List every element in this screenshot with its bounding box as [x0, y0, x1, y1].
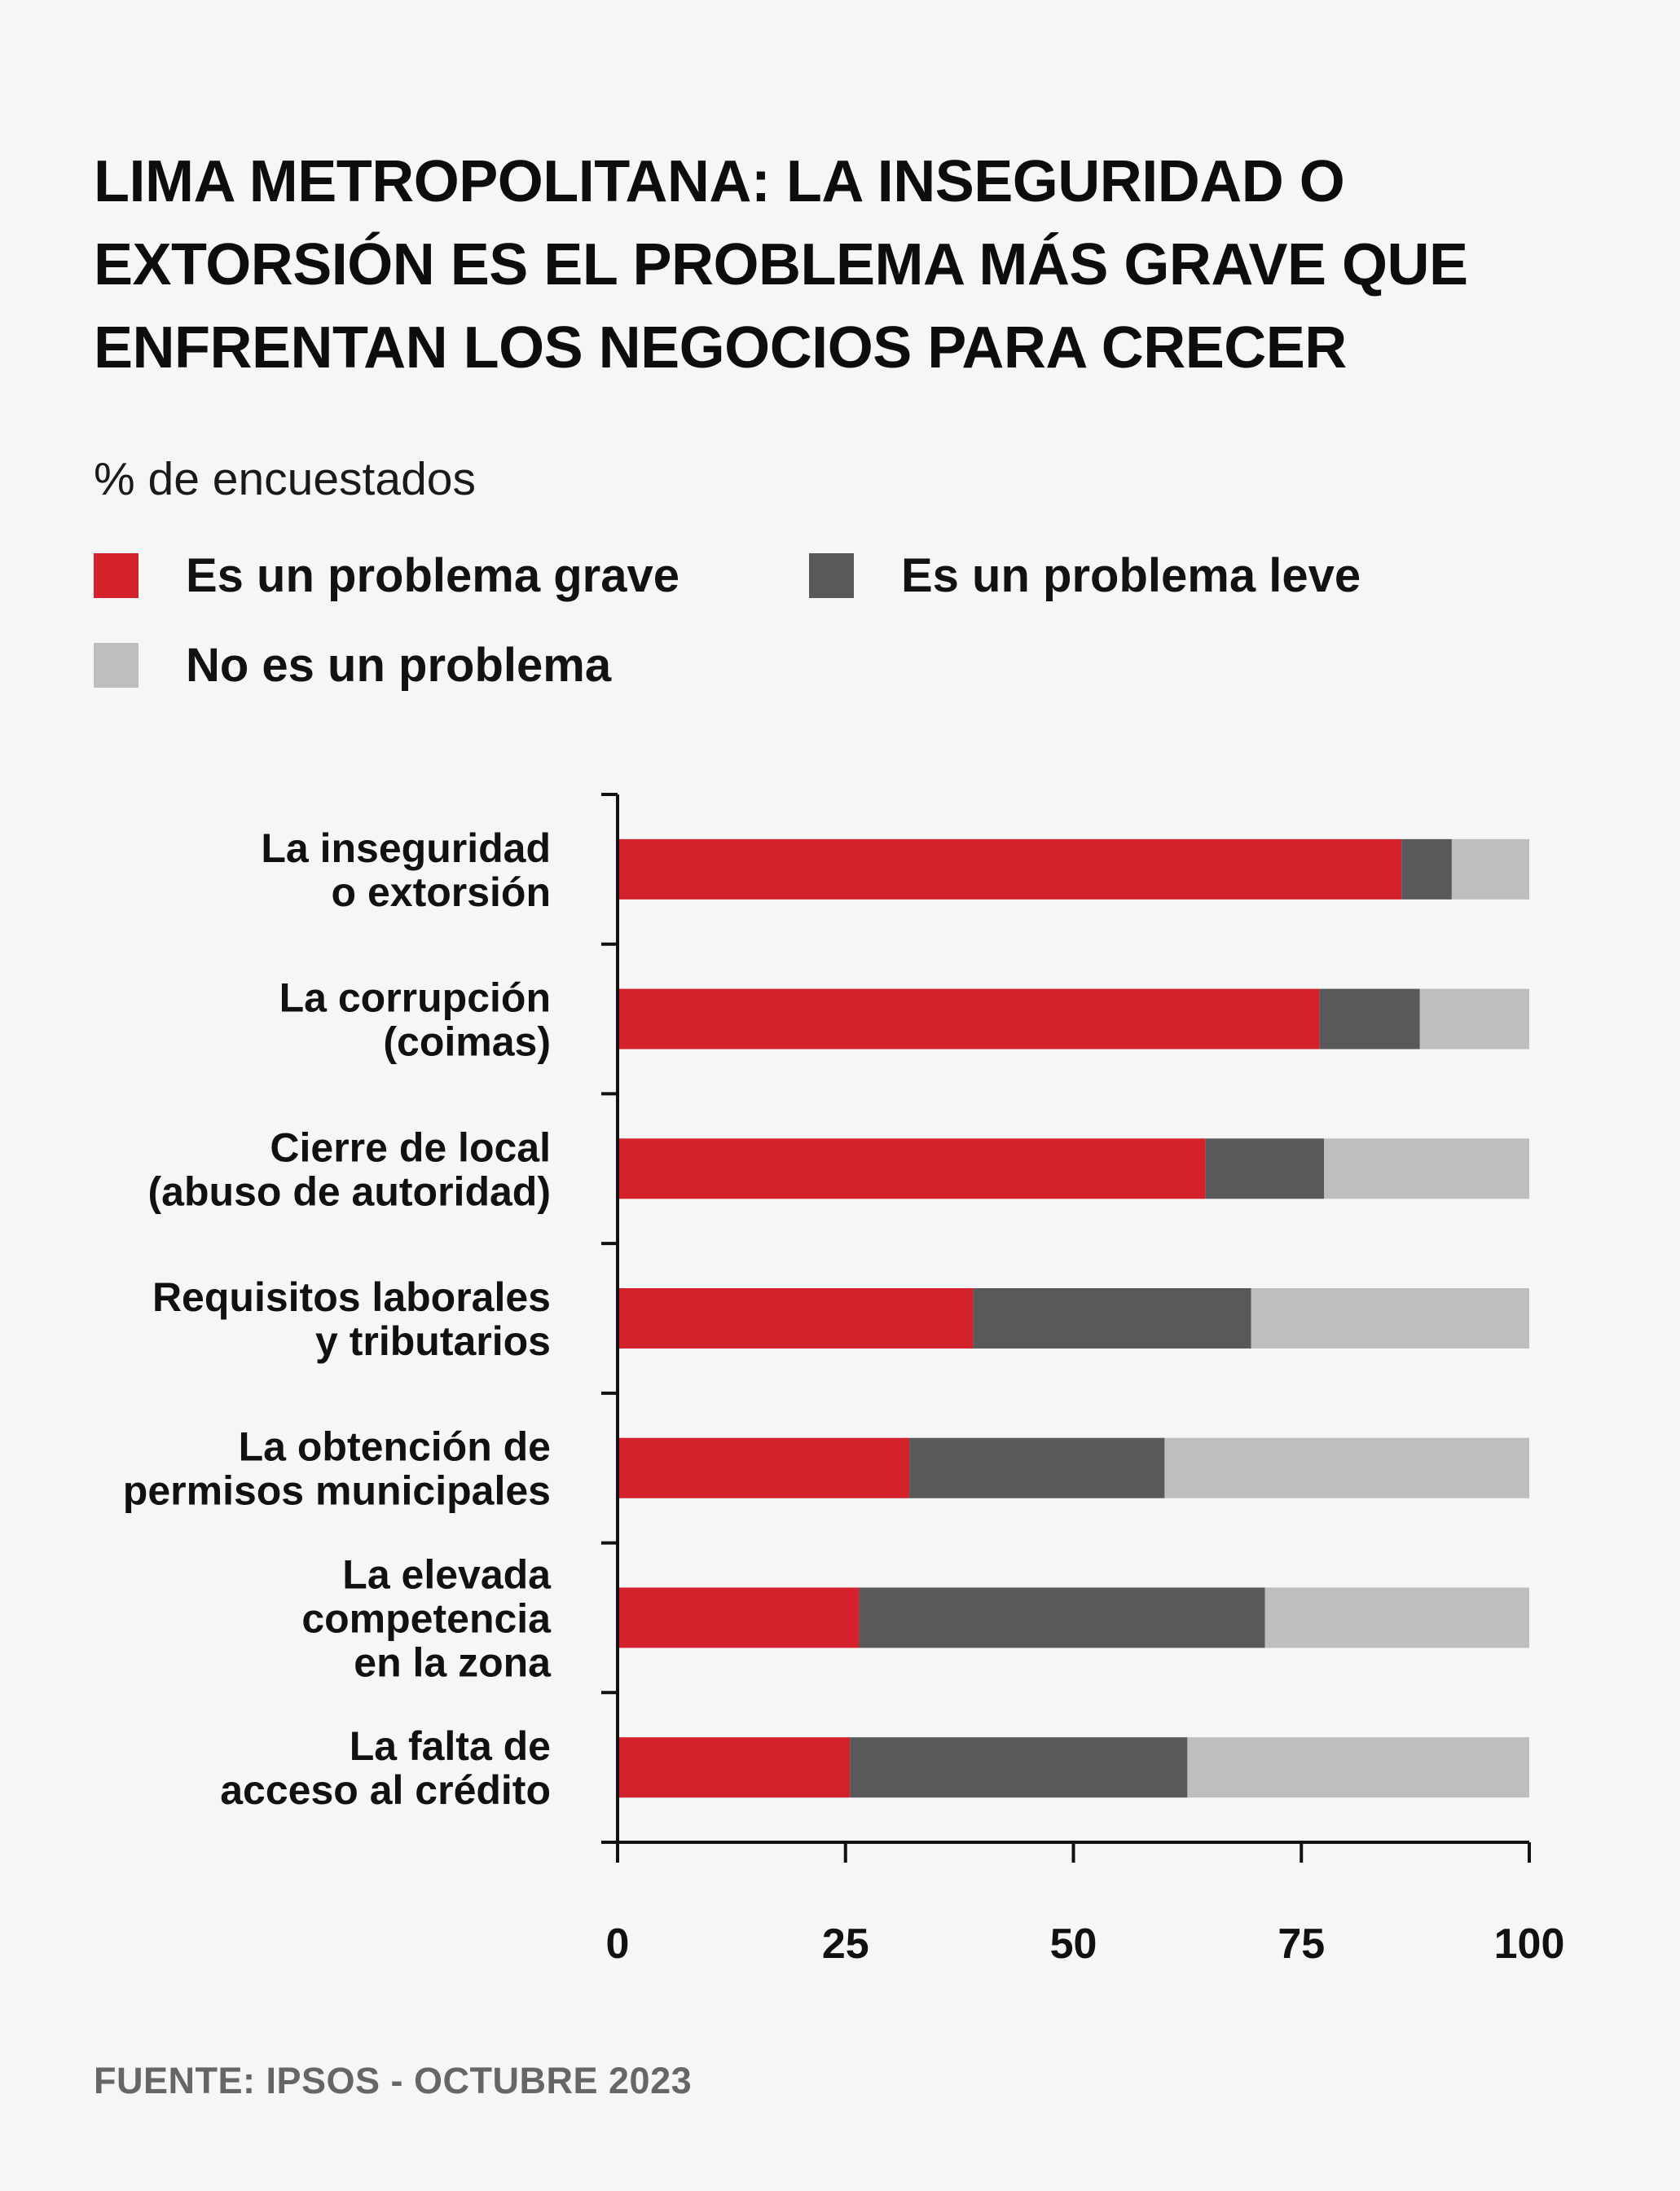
category-label-7-line-2: acceso al crédito	[220, 1767, 551, 1813]
category-label-3-line-2: (abuso de autoridad)	[148, 1168, 551, 1214]
x-tick-label-2: 25	[822, 1920, 869, 1968]
chart-title-line-1: LIMA METROPOLITANA: LA INSEGURIDAD O	[94, 149, 1345, 214]
category-label-1: La inseguridad o extorsión	[261, 825, 551, 915]
x-tick-label-1: 0	[606, 1920, 630, 1968]
bar-segment-3-row-3	[1324, 1138, 1529, 1199]
category-label-3-line-1: Cierre de local	[270, 1124, 551, 1170]
bar-segment-2-row-6	[859, 1587, 1265, 1648]
bar-segment-2-row-2	[1319, 988, 1420, 1049]
chart-title-line-2: EXTORSIÓN ES EL PROBLEMA MÁS GRAVE QUE	[94, 232, 1468, 297]
bar-segment-3-row-2	[1419, 988, 1529, 1049]
bar-segment-2-row-5	[909, 1437, 1165, 1498]
category-label-6-line-1: La elevada	[342, 1551, 552, 1597]
legend-item-leve: Es un problema leve	[809, 548, 1361, 603]
bar-segment-2-row-7	[850, 1737, 1188, 1798]
category-label-2-line-1: La corrupción	[279, 975, 551, 1021]
category-label-5: La obtención de permisos municipales	[123, 1424, 551, 1514]
legend-swatch-no-problema	[94, 643, 139, 688]
bar-segment-2-row-3	[1205, 1138, 1325, 1199]
bar-segment-2-row-4	[973, 1288, 1251, 1348]
category-label-4: Requisitos laborales y tributarios	[152, 1274, 551, 1364]
x-tick-label-3: 50	[1050, 1920, 1097, 1968]
bar-segment-3-row-6	[1264, 1587, 1529, 1648]
legend-label-grave: Es un problema grave	[186, 549, 679, 602]
source-note: FUENTE: IPSOS - OCTUBRE 2023	[94, 2060, 693, 2101]
category-label-1-line-2: o extorsión	[332, 869, 551, 915]
bar-segment-1-row-5	[618, 1437, 910, 1498]
category-label-5-line-1: La obtención de	[239, 1424, 551, 1470]
chart-subtitle: % de encuestados	[94, 453, 476, 505]
bar-segment-1-row-2	[618, 988, 1320, 1049]
category-label-4-line-2: y tributarios	[315, 1318, 551, 1364]
bar-segment-1-row-4	[618, 1288, 974, 1348]
category-label-1-line-1: La inseguridad	[261, 825, 551, 871]
bar-segment-1-row-3	[618, 1138, 1206, 1199]
legend-swatch-grave	[94, 553, 139, 598]
bar-segment-3-row-7	[1187, 1737, 1529, 1798]
category-label-6-line-3: en la zona	[354, 1639, 552, 1685]
chart-title-line-3: ENFRENTAN LOS NEGOCIOS PARA CRECER	[94, 315, 1347, 381]
legend-item-no-problema: No es un problema	[94, 638, 611, 693]
bar-segment-1-row-1	[618, 838, 1402, 900]
bar-segment-1-row-6	[618, 1587, 860, 1648]
category-label-5-line-2: permisos municipales	[123, 1468, 551, 1514]
bar-segment-3-row-1	[1451, 838, 1529, 900]
legend-item-grave: Es un problema grave	[94, 548, 679, 603]
x-tick-label-4: 75	[1278, 1920, 1325, 1968]
category-label-6-line-2: competencia	[301, 1595, 552, 1641]
bar-segment-2-row-1	[1401, 838, 1452, 900]
legend-label-no-problema: No es un problema	[186, 639, 612, 692]
category-label-7: La falta de acceso al crédito	[220, 1723, 551, 1813]
category-label-6: La elevada competencia en la zona	[301, 1551, 552, 1685]
x-tick-label-5: 100	[1494, 1920, 1565, 1968]
chart-title: LIMA METROPOLITANA: LA INSEGURIDAD O EXT…	[94, 140, 1609, 389]
bar-segment-3-row-4	[1251, 1288, 1529, 1348]
bar-segment-1-row-7	[618, 1737, 851, 1798]
legend-label-leve: Es un problema leve	[901, 549, 1361, 602]
category-label-2: La corrupción (coimas)	[279, 975, 551, 1065]
category-label-3: Cierre de local (abuso de autoridad)	[148, 1124, 551, 1214]
category-label-2-line-2: (coimas)	[383, 1019, 551, 1065]
legend-swatch-leve	[809, 553, 854, 598]
category-label-7-line-1: La falta de	[350, 1723, 551, 1769]
bar-segment-3-row-5	[1164, 1437, 1529, 1498]
category-label-4-line-1: Requisitos laborales	[152, 1274, 551, 1320]
